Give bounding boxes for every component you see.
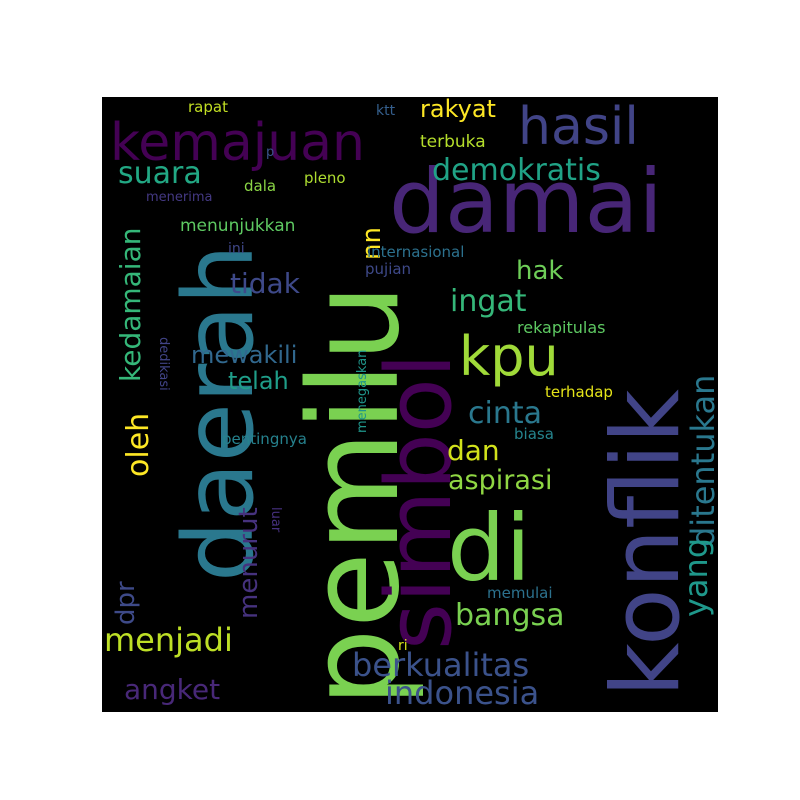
word-pleno: pleno	[304, 169, 346, 187]
word-demokratis: demokratis	[432, 153, 601, 188]
word-bangsa: bangsa	[455, 598, 565, 633]
word-ditentukan: ditentukan	[684, 375, 718, 547]
word-hasil: hasil	[518, 97, 639, 157]
word-memulai: memulai	[487, 584, 553, 602]
word-internasional: internasional	[367, 243, 464, 261]
word-yang: yang	[677, 538, 715, 617]
word-oleh: oleh	[121, 413, 156, 477]
word-rakyat: rakyat	[420, 97, 496, 123]
word-menegaskan: menegaskan	[355, 350, 370, 433]
word-damai: damai	[389, 150, 663, 253]
word-indonesia: indonesia	[385, 674, 539, 712]
word-menjadi: menjadi	[104, 621, 233, 659]
word-suara: suara	[118, 156, 202, 191]
word-pemilu: pemilu	[283, 284, 427, 707]
word-terbuka: terbuka	[420, 132, 486, 152]
word-rekapitulas: rekapitulas	[517, 318, 605, 337]
word-uu: uu	[359, 227, 389, 260]
word-ingat: ingat	[450, 284, 527, 319]
word-di: di	[447, 495, 531, 602]
word-angket: angket	[124, 673, 220, 706]
word-luar: luar	[268, 507, 283, 533]
word-rapat: rapat	[188, 98, 228, 116]
word-pentingnya: pentingnya	[222, 430, 307, 448]
word-telah: telah	[228, 367, 289, 395]
word-mewakili: mewakili	[191, 341, 297, 369]
word-ini: ini	[228, 241, 245, 257]
word-biasa: biasa	[514, 425, 554, 443]
word-aspirasi: aspirasi	[448, 465, 552, 496]
word-konflik: konflik	[592, 389, 701, 697]
word-dan: dan	[447, 434, 500, 467]
word-menunjukkan: menunjukkan	[180, 216, 295, 236]
word-kemajuan: kemajuan	[110, 113, 365, 173]
word-simbol: simbol	[367, 353, 472, 650]
word-cinta: cinta	[468, 396, 542, 431]
word-pujian: pujian	[365, 260, 411, 278]
word-hak: hak	[516, 256, 563, 286]
word-menurut: menurut	[234, 507, 264, 619]
word-dedikasi: dedikasi	[156, 337, 171, 391]
word-tidak: tidak	[230, 267, 301, 300]
word-berkualitas: berkualitas	[352, 646, 529, 684]
word-menerima: menerima	[146, 190, 213, 205]
word-kpu: kpu	[459, 325, 559, 388]
word-terhadap: terhadap	[545, 383, 613, 401]
word-kedamaian: kedamaian	[114, 228, 147, 383]
word-daerah: daerah	[163, 244, 275, 582]
word-ri: ri	[398, 638, 408, 654]
word-cloud: pemilu konflik simbol daerah damai di ke…	[102, 97, 718, 712]
word-p: p	[266, 145, 274, 160]
word-ktt: ktt	[376, 103, 396, 119]
word-dala: dala	[244, 177, 276, 195]
word-dpr: dpr	[111, 581, 141, 625]
